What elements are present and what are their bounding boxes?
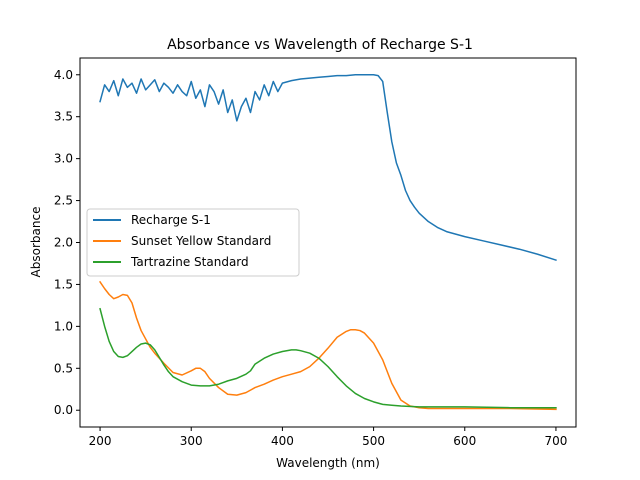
legend-label-sunset-yellow: Sunset Yellow Standard	[131, 234, 271, 248]
y-tick-label-5: 2.5	[54, 194, 73, 208]
x-axis-label: Wavelength (nm)	[276, 456, 380, 470]
series-layer	[99, 74, 557, 411]
y-tick-label-2: 1.0	[54, 319, 73, 333]
y-tick-label-8: 4.0	[54, 68, 73, 82]
x-axis: 200 300 400 500 600 700	[89, 427, 567, 448]
series-line-0	[99, 74, 557, 262]
y-axis-label: Absorbance	[29, 207, 43, 278]
y-axis: 0.0 0.5 1.0 1.5 2.0 2.5 3.0 3.5 4.0	[54, 68, 80, 417]
legend-box	[86, 208, 300, 277]
y-tick-label-4: 2.0	[54, 236, 73, 250]
x-tick-label-1: 300	[180, 434, 203, 448]
y-tick-label-3: 1.5	[54, 277, 73, 291]
x-tick-label-4: 600	[453, 434, 476, 448]
y-tick-label-0: 0.0	[54, 403, 73, 417]
y-tick-label-1: 0.5	[54, 361, 73, 375]
legend-label-recharge: Recharge S-1	[131, 213, 211, 227]
series-line-2	[99, 307, 557, 409]
y-tick-label-7: 3.5	[54, 110, 73, 124]
series-line-1	[99, 280, 557, 411]
legend-label-tartrazine: Tartrazine Standard	[130, 255, 249, 269]
legend: Recharge S-1 Sunset Yellow Standard Tart…	[86, 208, 300, 277]
x-tick-label-0: 200	[89, 434, 112, 448]
x-tick-label-3: 500	[362, 434, 385, 448]
chart-title: Absorbance vs Wavelength of Recharge S-1	[167, 37, 473, 53]
y-tick-label-6: 3.0	[54, 152, 73, 166]
x-tick-label-5: 700	[544, 434, 567, 448]
x-tick-label-2: 400	[271, 434, 294, 448]
